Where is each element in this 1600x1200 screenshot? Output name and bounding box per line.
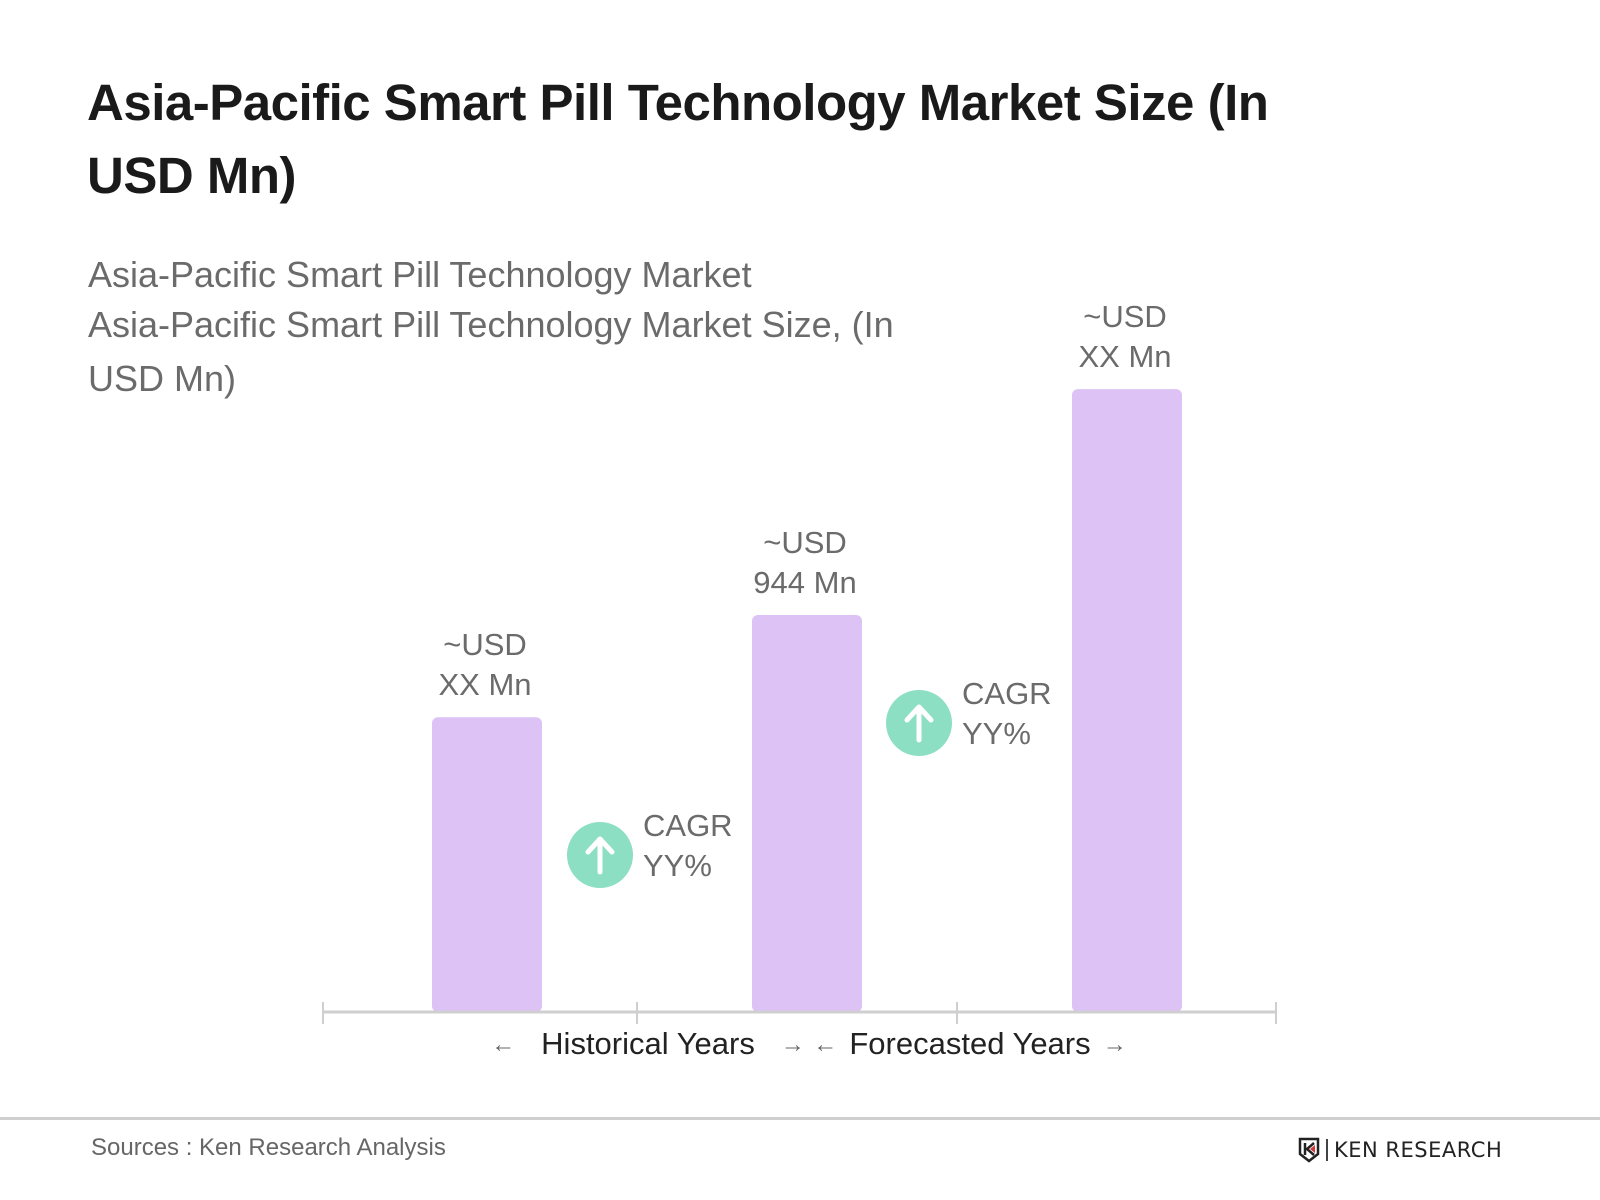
bar-data-label: XX Mn — [1078, 339, 1171, 374]
period-label: Forecasted Years — [849, 1026, 1090, 1061]
chart-subtitle: Asia-Pacific Smart Pill Technology Marke… — [88, 250, 988, 404]
arrow-up-icon — [585, 836, 615, 875]
bar-data-label: ~USD — [443, 627, 527, 662]
ken-research-logo: KEN RESEARCH — [1298, 1137, 1502, 1163]
bar — [432, 717, 542, 1012]
subtitle-line-3: USD Mn) — [88, 358, 237, 399]
cagr-label: CAGR — [962, 676, 1052, 711]
bar-chart: ~USD XX Mn ~USD 944 Mn ~USD XX Mn Historical Y… — [322, 299, 1277, 1061]
cagr-value: YY% — [643, 848, 712, 883]
arrow-up-icon — [904, 704, 934, 743]
arrow-right-icon: → — [1103, 1031, 1127, 1058]
bar-data-label: ~USD — [763, 525, 847, 560]
ken-logo-icon — [1298, 1137, 1320, 1163]
bar-data-label: 944 Mn — [753, 565, 856, 600]
logo-text: KEN RESEARCH — [1334, 1138, 1503, 1162]
bar — [1072, 389, 1182, 1012]
footer-divider — [0, 1117, 1600, 1120]
cagr-value: YY% — [962, 716, 1031, 751]
arrow-left-icon: ← — [813, 1031, 837, 1058]
sources-note: Sources : Ken Research Analysis — [91, 1134, 446, 1161]
bar-data-label: ~USD — [1083, 299, 1167, 334]
chart-title: Asia-Pacific Smart Pill Technology Marke… — [87, 74, 1269, 204]
arrow-right-icon: → — [781, 1031, 805, 1058]
cagr-label: CAGR — [643, 808, 733, 843]
subtitle-line-1: Asia-Pacific Smart Pill Technology Marke… — [88, 254, 752, 295]
subtitle-line-2: Asia-Pacific Smart Pill Technology Marke… — [88, 304, 894, 345]
bar-data-label: XX Mn — [438, 667, 531, 702]
bar — [752, 615, 862, 1012]
period-label: Historical Years — [541, 1026, 755, 1061]
arrow-left-icon: ← — [491, 1031, 515, 1058]
